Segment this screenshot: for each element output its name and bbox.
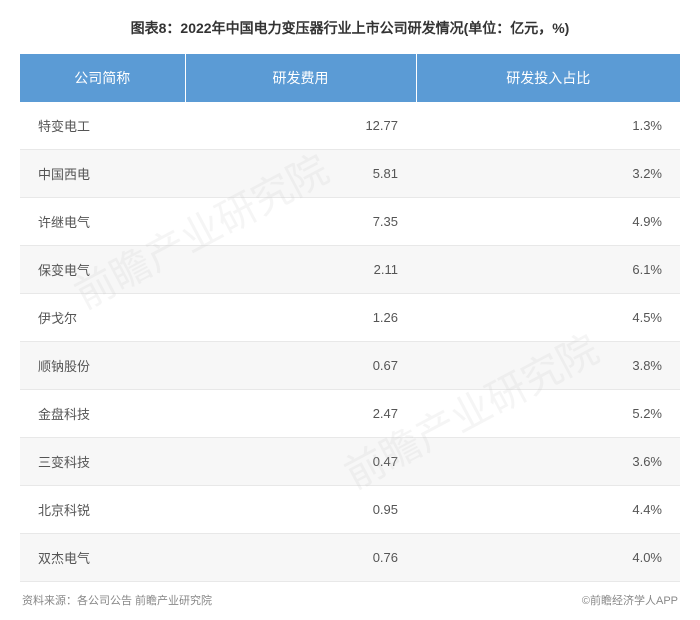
table-header-row: 公司简称 研发费用 研发投入占比: [20, 54, 680, 102]
cell-company: 伊戈尔: [20, 294, 185, 342]
table-row: 伊戈尔1.264.5%: [20, 294, 680, 342]
cell-company: 许继电气: [20, 198, 185, 246]
cell-ratio: 4.5%: [416, 294, 680, 342]
col-header-ratio: 研发投入占比: [416, 54, 680, 102]
cell-ratio: 3.6%: [416, 438, 680, 486]
chart-container: 图表8：2022年中国电力变压器行业上市公司研发情况(单位：亿元，%) 公司简称…: [0, 0, 700, 620]
table-row: 特变电工12.771.3%: [20, 102, 680, 150]
col-header-company: 公司简称: [20, 54, 185, 102]
cell-ratio: 4.9%: [416, 198, 680, 246]
table-row: 顺钠股份0.673.8%: [20, 342, 680, 390]
cell-expense: 1.26: [185, 294, 416, 342]
cell-company: 北京科锐: [20, 486, 185, 534]
cell-expense: 2.47: [185, 390, 416, 438]
table-row: 许继电气7.354.9%: [20, 198, 680, 246]
cell-expense: 12.77: [185, 102, 416, 150]
cell-company: 金盘科技: [20, 390, 185, 438]
table-row: 北京科锐0.954.4%: [20, 486, 680, 534]
col-header-expense: 研发费用: [185, 54, 416, 102]
cell-ratio: 5.2%: [416, 390, 680, 438]
cell-expense: 0.47: [185, 438, 416, 486]
table-row: 金盘科技2.475.2%: [20, 390, 680, 438]
cell-ratio: 6.1%: [416, 246, 680, 294]
table-body: 特变电工12.771.3%中国西电5.813.2%许继电气7.354.9%保变电…: [20, 102, 680, 582]
cell-company: 三变科技: [20, 438, 185, 486]
cell-ratio: 4.0%: [416, 534, 680, 582]
cell-ratio: 3.2%: [416, 150, 680, 198]
cell-expense: 7.35: [185, 198, 416, 246]
table-row: 保变电气2.116.1%: [20, 246, 680, 294]
chart-title: 图表8：2022年中国电力变压器行业上市公司研发情况(单位：亿元，%): [20, 18, 680, 38]
cell-company: 特变电工: [20, 102, 185, 150]
attribution-text: ©前瞻经济学人APP: [582, 592, 678, 608]
table-row: 中国西电5.813.2%: [20, 150, 680, 198]
cell-company: 顺钠股份: [20, 342, 185, 390]
cell-company: 保变电气: [20, 246, 185, 294]
table-row: 双杰电气0.764.0%: [20, 534, 680, 582]
data-table: 公司简称 研发费用 研发投入占比 特变电工12.771.3%中国西电5.813.…: [20, 54, 680, 582]
table-row: 三变科技0.473.6%: [20, 438, 680, 486]
cell-ratio: 3.8%: [416, 342, 680, 390]
cell-company: 中国西电: [20, 150, 185, 198]
footer: 资料来源：各公司公告 前瞻产业研究院 ©前瞻经济学人APP: [20, 592, 680, 608]
cell-expense: 2.11: [185, 246, 416, 294]
cell-ratio: 1.3%: [416, 102, 680, 150]
cell-expense: 5.81: [185, 150, 416, 198]
cell-ratio: 4.4%: [416, 486, 680, 534]
cell-expense: 0.67: [185, 342, 416, 390]
cell-company: 双杰电气: [20, 534, 185, 582]
cell-expense: 0.95: [185, 486, 416, 534]
cell-expense: 0.76: [185, 534, 416, 582]
source-text: 资料来源：各公司公告 前瞻产业研究院: [22, 592, 212, 608]
